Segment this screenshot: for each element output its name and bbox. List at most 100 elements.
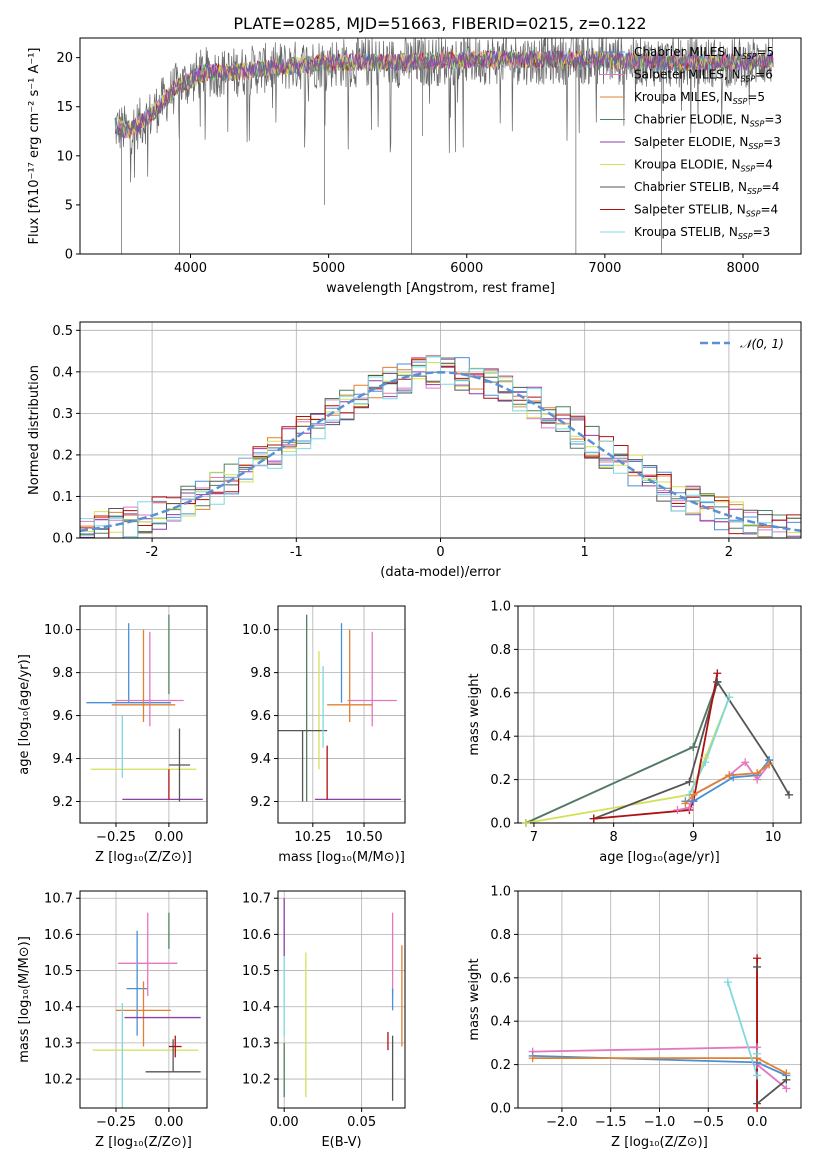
panel-spectrum: 4000 5000 6000 7000 8000 0 5 10 15 20 wavelength […	[27, 37, 802, 296]
x-tick-label: 9	[689, 830, 697, 845]
y-tick-label: 1.0	[490, 885, 511, 900]
spectrum-line-salpeter_elodie	[116, 49, 774, 139]
y-tick-label: 0.3	[52, 407, 73, 422]
weight-marker-salpeter_stelib	[589, 814, 598, 823]
y-tick-label: 0.6	[490, 971, 511, 986]
legend-label: Salpeter ELODIE, N	[634, 135, 748, 149]
y-tick-label: 10.3	[44, 1036, 73, 1051]
x-axis-label: Z [log₁₀(Z/Z⊙)]	[95, 850, 192, 865]
panel-age_vs_Z: −0.25 0.00 9.2 9.4 9.6 9.8 10.0 Z [log₁₀(Z/Z⊙)]…	[17, 605, 208, 865]
weight-marker-kroupa_miles	[753, 769, 762, 778]
x-tick-label: 10	[765, 830, 782, 845]
plot-area-age_vs_mass	[278, 614, 401, 802]
y-tick-label: 0.6	[490, 686, 511, 701]
y-tick-label: 0.4	[490, 730, 511, 745]
y-tick-label: 9.2	[250, 795, 271, 810]
legend-entry: Salpeter STELIB, NSSP=4	[634, 203, 778, 219]
axes-frame	[79, 605, 208, 824]
y-tick-label: 0.4	[490, 1015, 511, 1030]
y-tick-label: 9.8	[52, 666, 73, 681]
y-tick-label: 10.7	[44, 892, 73, 907]
weight-marker-kroupa_stelib	[725, 693, 734, 702]
y-tick-label: 0.2	[490, 1058, 511, 1073]
normal-curve	[80, 371, 801, 532]
weight-marker-salpeter_miles	[741, 758, 750, 767]
x-axis-label: E(B-V)	[321, 1135, 361, 1150]
y-tick-label: 0.2	[52, 448, 73, 463]
legend-sub: SSP	[741, 75, 756, 84]
legend-label: Kroupa MILES, N	[634, 90, 733, 104]
x-tick-label: 1	[581, 545, 589, 560]
y-tick-label: 10.5	[242, 964, 271, 979]
y-tick-label: 10.2	[44, 1073, 73, 1088]
x-tick-label: 8	[610, 830, 618, 845]
x-tick-label: 5000	[312, 261, 345, 276]
y-axis-label: mass weight	[467, 673, 482, 755]
y-tick-label: 5	[65, 198, 73, 213]
x-tick-label: -2	[146, 545, 159, 560]
x-tick-label: 0	[436, 545, 444, 560]
panel-mass_vs_EBV: 0.00 0.05 10.2 10.3 10.4 10.5 10.6 10.7 E(B-V)	[242, 890, 406, 1150]
y-axis-label: Normed distribution	[27, 365, 42, 495]
legend-eq: =5	[747, 90, 765, 104]
legend-sub: SSP	[746, 210, 761, 219]
plot-area-mass_vs_Z	[92, 912, 201, 1108]
y-tick-label: 9.4	[52, 752, 73, 767]
y-tick-label: 10.7	[242, 892, 271, 907]
y-tick-label: 9.6	[52, 709, 73, 724]
y-tick-label: 9.2	[52, 795, 73, 810]
histogram-kroupa_stelib	[80, 356, 801, 538]
weight-marker-chabrier_stelib	[753, 962, 762, 971]
legend-label: Chabrier STELIB, N	[634, 180, 747, 194]
legend-sub: SSP	[747, 187, 762, 196]
x-tick-label: 0.0	[747, 1115, 768, 1130]
panel-residuals: -2 -1 0 1 2 0.0 0.1 0.2 0.3 0.4 0.5 (data-model)/er…	[27, 321, 802, 580]
weight-marker-kroupa_miles	[528, 1054, 537, 1063]
x-axis-label: Z [log₁₀(Z/Z⊙)]	[95, 1135, 192, 1150]
x-tick-label: -1	[290, 545, 303, 560]
y-tick-label: 15	[56, 100, 73, 115]
axes-frame	[79, 37, 802, 255]
x-tick-label: −0.5	[693, 1115, 725, 1130]
x-axis-label: age [log₁₀(age/yr)]	[599, 850, 720, 865]
x-axis-label: (data-model)/error	[380, 565, 501, 580]
y-tick-label: 0.0	[490, 817, 511, 832]
x-tick-label: −1.5	[595, 1115, 627, 1130]
legend-sub: SSP	[741, 165, 756, 174]
x-tick-label: −1.0	[644, 1115, 676, 1130]
y-tick-label: 0.8	[490, 928, 511, 943]
spectrum-line-chabrier_stelib	[114, 38, 773, 183]
legend-eq: =4	[762, 180, 780, 194]
y-tick-label: 10.2	[242, 1073, 271, 1088]
axes-frame	[517, 605, 802, 824]
weight-marker-salpeter_stelib	[713, 669, 722, 678]
weight-line-salpeter_miles	[677, 760, 770, 811]
y-tick-label: 10.6	[242, 928, 271, 943]
weight-marker-kroupa_stelib	[723, 978, 732, 987]
x-axis-label: mass [log₁₀(M/M⊙)]	[278, 850, 405, 865]
x-tick-label: 6000	[450, 261, 483, 276]
x-tick-label: 8000	[726, 261, 759, 276]
weight-line-kroupa_elodie	[525, 696, 731, 823]
x-tick-label: 0.00	[154, 830, 183, 845]
legend-eq: =5	[756, 45, 774, 59]
legend-eq: =4	[760, 203, 778, 217]
weight-marker-kroupa_miles	[765, 760, 774, 769]
weight-marker-chabrier_stelib	[685, 777, 694, 786]
weight-marker-salpeter_miles	[685, 803, 694, 812]
y-tick-label: 10.0	[242, 623, 271, 638]
weight-marker-kroupa_miles	[689, 790, 698, 799]
x-tick-label: −2.0	[546, 1115, 578, 1130]
x-tick-label: 7	[530, 830, 538, 845]
legend-entry: Chabrier STELIB, NSSP=4	[634, 180, 779, 196]
y-tick-label: 0.8	[490, 643, 511, 658]
axes-frame	[277, 890, 406, 1109]
y-tick-label: 10.0	[44, 623, 73, 638]
legend-eq: =3	[763, 135, 781, 149]
legend-label: Salpeter MILES, N	[634, 68, 741, 82]
weight-marker-kroupa_miles	[725, 771, 734, 780]
legend-entry: Chabrier ELODIE, NSSP=3	[634, 113, 782, 129]
y-tick-label: 10.3	[242, 1036, 271, 1051]
legend-label: Chabrier MILES, N	[634, 45, 742, 59]
